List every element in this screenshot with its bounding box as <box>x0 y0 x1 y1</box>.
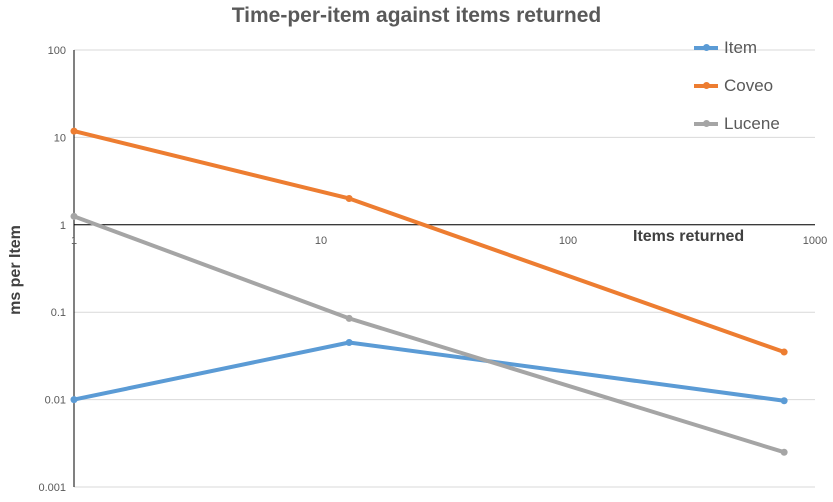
legend-label-coveo: Coveo <box>724 76 774 95</box>
legend-item-lucene: Lucene <box>694 105 780 143</box>
series-line-lucene <box>72 214 787 455</box>
data-point-item <box>780 397 788 405</box>
x-tick-label: 1 <box>71 235 77 247</box>
y-tick-label: 10 <box>54 132 66 144</box>
legend-label-lucene: Lucene <box>724 114 780 133</box>
legend-swatch-lucene <box>694 120 718 127</box>
series-line-item <box>72 340 787 403</box>
x-tick-label: 1000 <box>803 235 827 247</box>
legend-swatch-coveo <box>694 82 718 89</box>
legend-label-item: Item <box>724 38 758 57</box>
chart-title: Time-per-item against items returned <box>231 4 602 27</box>
data-point-coveo <box>70 127 78 135</box>
x-axis-title: Items returned <box>633 228 745 245</box>
data-point-item <box>345 339 353 347</box>
y-tick-label: 0.01 <box>45 395 66 407</box>
data-point-coveo <box>345 194 353 202</box>
legend-item-item: Item <box>694 29 780 67</box>
y-tick-label: 100 <box>48 45 66 57</box>
data-point-coveo <box>780 348 788 356</box>
y-tick-label: 0.001 <box>38 482 66 494</box>
y-tick-label: 0.1 <box>51 307 66 319</box>
data-point-lucene <box>780 448 788 456</box>
data-point-lucene <box>70 212 78 220</box>
x-tick-label: 10 <box>315 235 327 247</box>
x-tick-label: 100 <box>559 235 577 247</box>
data-point-item <box>70 396 78 404</box>
y-axis-title: ms per Item <box>7 225 24 315</box>
legend-item-coveo: Coveo <box>694 67 780 105</box>
y-tick-label: 1 <box>60 220 66 232</box>
data-point-lucene <box>345 314 353 322</box>
legend-swatch-item <box>694 44 718 51</box>
legend: Item Coveo Lucene <box>694 29 780 143</box>
